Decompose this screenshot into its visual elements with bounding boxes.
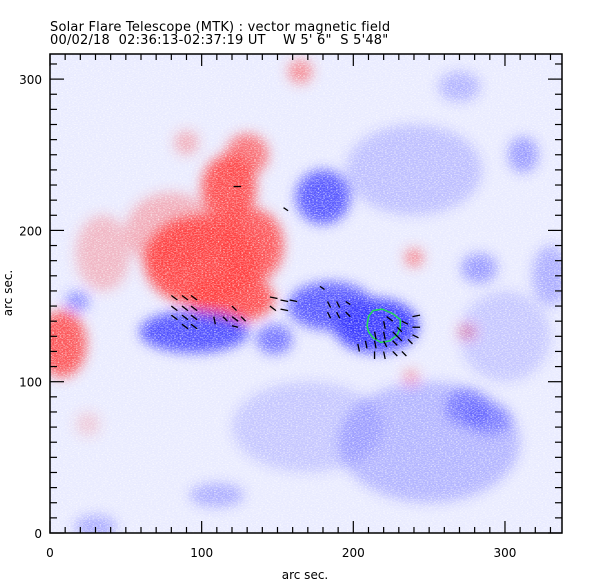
y-tick-label: 200	[19, 224, 42, 238]
field-vector	[357, 343, 361, 352]
field-vector	[407, 338, 413, 345]
field-vector	[396, 326, 403, 333]
field-vector	[345, 311, 351, 318]
field-vector	[364, 340, 368, 349]
axes	[49, 53, 563, 534]
plot-frame	[49, 53, 563, 534]
field-vector	[373, 340, 377, 349]
field-vector	[283, 207, 289, 212]
field-vector	[326, 301, 332, 308]
x-tick-label: 200	[342, 546, 365, 560]
field-vector	[383, 351, 386, 360]
y-tick-label: 0	[34, 527, 42, 541]
x-tick-label: 0	[46, 546, 54, 560]
field-vector	[345, 300, 351, 306]
field-vector	[190, 314, 198, 321]
field-vector	[412, 334, 419, 339]
noise-texture	[50, 54, 562, 533]
x-axis-label: arc sec.	[282, 568, 328, 582]
field-vector	[269, 296, 278, 300]
field-vector	[181, 323, 189, 330]
field-vector	[396, 335, 403, 342]
field-vector	[240, 316, 247, 322]
field-vector	[401, 320, 409, 325]
plot-title: Solar Flare Telescope (MTK) : vector mag…	[50, 20, 391, 35]
field-vector	[336, 301, 341, 308]
field-vector	[392, 340, 398, 346]
field-vector	[190, 305, 198, 312]
field-vector	[383, 340, 388, 348]
field-vector	[289, 299, 298, 303]
field-vector	[181, 305, 189, 312]
field-vector	[269, 305, 277, 312]
field-vector	[383, 331, 386, 340]
field-vector	[412, 314, 421, 318]
plot-subtitle: 00/02/18 02:36:13-02:37:19 UT W 5' 6" S …	[50, 33, 389, 48]
plot-area	[50, 54, 562, 533]
field-vector	[231, 316, 239, 322]
x-tick-label: 100	[190, 546, 213, 560]
y-axis-label: arc sec.	[1, 270, 15, 316]
field-vector	[190, 323, 198, 330]
field-vector	[392, 331, 398, 337]
field-vector	[181, 314, 189, 321]
field-vector	[383, 321, 386, 329]
y-tick-label: 300	[19, 73, 42, 87]
field-vector	[213, 316, 216, 325]
field-vector	[231, 305, 237, 312]
field-vector	[326, 311, 332, 319]
field-vector	[170, 314, 178, 321]
field-vector	[392, 350, 398, 357]
field-vector	[170, 294, 178, 301]
field-vector	[401, 350, 407, 357]
field-vector	[181, 294, 189, 301]
x-tick-label: 300	[494, 546, 517, 560]
field-vector	[319, 285, 325, 290]
field-vector	[231, 325, 239, 328]
field-vector	[222, 316, 228, 322]
field-vector	[280, 299, 289, 303]
field-vector	[190, 294, 198, 301]
field-contour	[366, 308, 402, 344]
y-tick-labels: 0 100 200 300	[19, 73, 42, 541]
field-vector	[373, 331, 377, 340]
field-vector	[336, 311, 341, 319]
y-tick-label: 100	[19, 376, 42, 390]
field-vector	[280, 308, 289, 312]
contour-layer	[366, 308, 402, 344]
x-tick-labels: 0 100 200 300	[46, 546, 516, 560]
vector-field	[170, 185, 421, 360]
field-vector	[170, 305, 178, 312]
field-vector	[386, 316, 394, 322]
